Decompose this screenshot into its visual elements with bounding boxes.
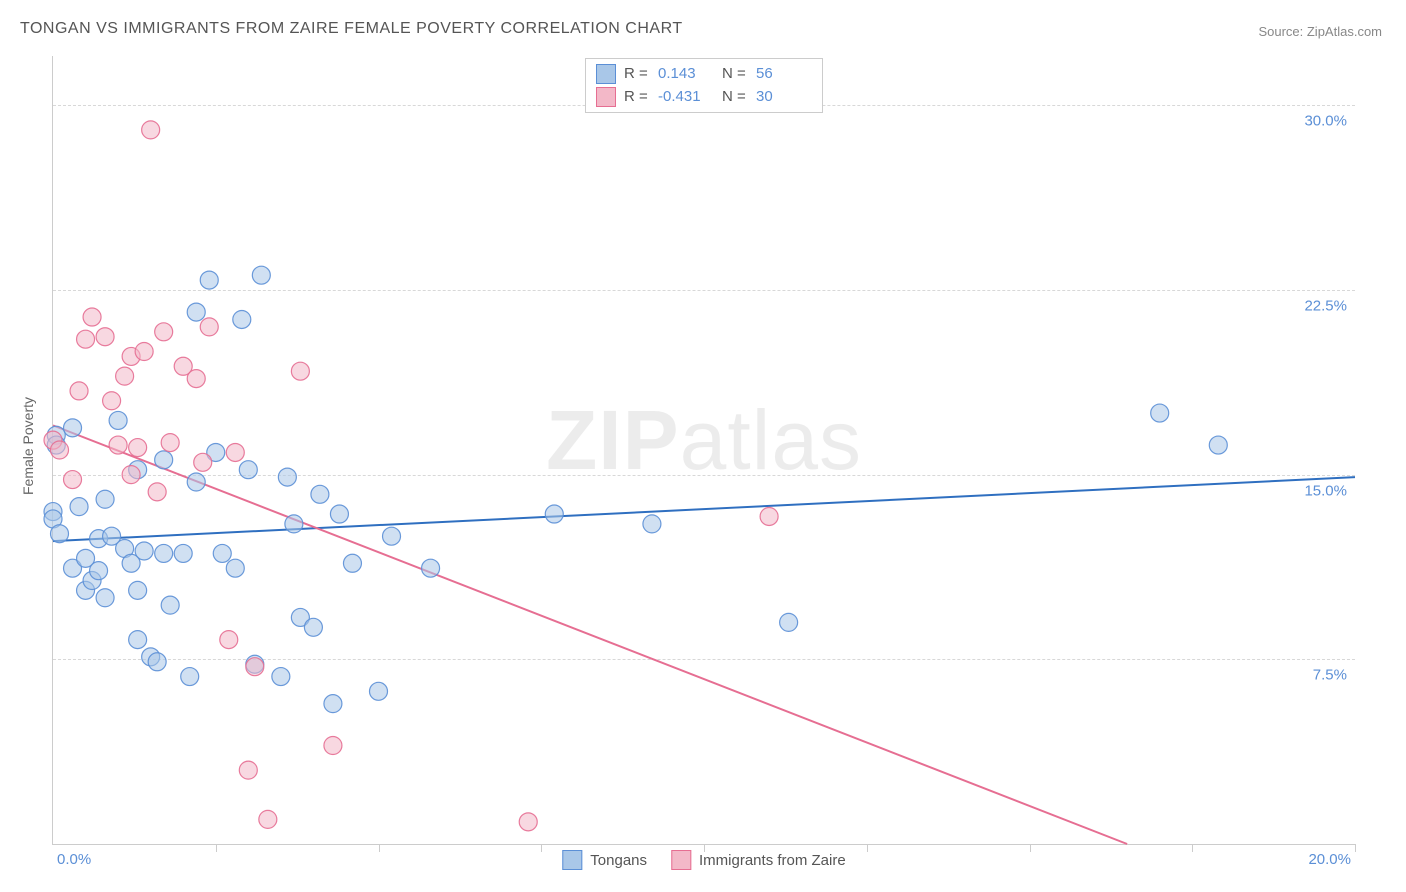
x-tick — [216, 844, 217, 852]
y-axis-title: Female Poverty — [20, 397, 36, 495]
data-point — [370, 682, 388, 700]
data-point — [226, 443, 244, 461]
data-point — [142, 121, 160, 139]
data-point — [422, 559, 440, 577]
data-point — [96, 328, 114, 346]
data-point — [239, 461, 257, 479]
data-point — [122, 466, 140, 484]
data-point — [135, 542, 153, 560]
data-point — [187, 303, 205, 321]
data-point — [220, 631, 238, 649]
data-point — [109, 436, 127, 454]
x-tick — [867, 844, 868, 852]
data-point — [129, 581, 147, 599]
series-legend: Tongans Immigrants from Zaire — [562, 850, 845, 870]
data-point — [103, 392, 121, 410]
data-point — [285, 515, 303, 533]
stats-row-series-a: R = 0.143 N = 56 — [596, 63, 812, 86]
data-point — [259, 810, 277, 828]
data-point — [252, 266, 270, 284]
data-point — [64, 471, 82, 489]
data-point — [96, 589, 114, 607]
trend-line — [53, 477, 1355, 541]
data-point — [116, 367, 134, 385]
data-point — [70, 382, 88, 400]
data-point — [64, 419, 82, 437]
data-point — [272, 668, 290, 686]
data-point — [161, 596, 179, 614]
legend-item-b: Immigrants from Zaire — [671, 850, 846, 870]
data-point — [760, 507, 778, 525]
data-point — [161, 434, 179, 452]
data-point — [70, 498, 88, 516]
data-point — [330, 505, 348, 523]
trend-line — [53, 425, 1127, 844]
data-point — [148, 483, 166, 501]
swatch-series-a — [596, 64, 616, 84]
data-point — [135, 343, 153, 361]
data-point — [226, 559, 244, 577]
x-tick — [1192, 844, 1193, 852]
data-point — [304, 618, 322, 636]
x-axis-max-label: 20.0% — [1308, 851, 1351, 868]
data-point — [383, 527, 401, 545]
x-tick — [379, 844, 380, 852]
data-point — [643, 515, 661, 533]
data-point — [155, 544, 173, 562]
data-point — [187, 370, 205, 388]
data-point — [311, 485, 329, 503]
data-point — [1209, 436, 1227, 454]
data-point — [109, 411, 127, 429]
scatter-svg — [53, 56, 1355, 844]
data-point — [343, 554, 361, 572]
data-point — [155, 451, 173, 469]
data-point — [200, 318, 218, 336]
data-point — [187, 473, 205, 491]
data-point — [239, 761, 257, 779]
data-point — [291, 362, 309, 380]
data-point — [519, 813, 537, 831]
data-point — [90, 562, 108, 580]
legend-item-a: Tongans — [562, 850, 647, 870]
chart-title: TONGAN VS IMMIGRANTS FROM ZAIRE FEMALE P… — [20, 20, 683, 38]
data-point — [213, 544, 231, 562]
data-point — [96, 490, 114, 508]
data-point — [51, 525, 69, 543]
data-point — [51, 441, 69, 459]
data-point — [77, 330, 95, 348]
data-point — [324, 737, 342, 755]
data-point — [200, 271, 218, 289]
data-point — [233, 310, 251, 328]
data-point — [545, 505, 563, 523]
source-label: Source: ZipAtlas.com — [1258, 24, 1382, 39]
x-tick — [1030, 844, 1031, 852]
data-point — [83, 308, 101, 326]
data-point — [194, 453, 212, 471]
data-point — [324, 695, 342, 713]
chart-plot-area: ZIPatlas R = 0.143 N = 56 R = -0.431 N =… — [52, 56, 1355, 845]
data-point — [148, 653, 166, 671]
data-point — [246, 658, 264, 676]
data-point — [129, 631, 147, 649]
swatch-series-a-2 — [562, 850, 582, 870]
data-point — [174, 544, 192, 562]
data-point — [155, 323, 173, 341]
x-axis-min-label: 0.0% — [57, 851, 91, 868]
stats-legend: R = 0.143 N = 56 R = -0.431 N = 30 — [585, 58, 823, 113]
data-point — [278, 468, 296, 486]
x-tick — [541, 844, 542, 852]
data-point — [780, 613, 798, 631]
data-point — [181, 668, 199, 686]
swatch-series-b — [596, 87, 616, 107]
data-point — [1151, 404, 1169, 422]
stats-row-series-b: R = -0.431 N = 30 — [596, 86, 812, 109]
data-point — [129, 439, 147, 457]
x-tick — [1355, 844, 1356, 852]
swatch-series-b-2 — [671, 850, 691, 870]
